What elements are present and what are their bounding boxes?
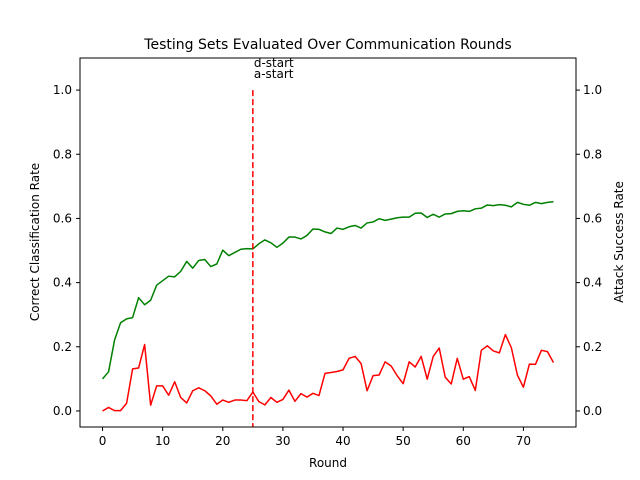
y-right-tick-label: 0.6 xyxy=(583,211,602,225)
x-tick-label: 70 xyxy=(516,434,531,448)
x-tick-label: 40 xyxy=(335,434,350,448)
x-tick-label: 30 xyxy=(275,434,290,448)
y-right-tick-label: 0.4 xyxy=(583,276,602,290)
y-right-tick-label: 0.2 xyxy=(583,340,602,354)
series-line-right xyxy=(102,333,555,412)
y-left-tick-label: 0.8 xyxy=(53,147,72,161)
marker-label-a-start: a-start xyxy=(254,67,294,81)
axes-frame xyxy=(79,57,577,428)
marker-label-d-start: d-start xyxy=(254,56,294,70)
y-axis-right-label: Attack Success Rate xyxy=(612,181,626,303)
y-axis-left-label: Correct Classification Rate xyxy=(28,163,42,321)
series-line-left xyxy=(101,201,554,380)
x-tick-label: 10 xyxy=(155,434,170,448)
y-left-tick-label: 0.2 xyxy=(53,340,72,354)
x-axis-label: Round xyxy=(309,456,347,470)
y-left-tick-label: 1.0 xyxy=(53,83,72,97)
y-left-tick-label: 0.0 xyxy=(53,404,72,418)
x-tick-label: 60 xyxy=(456,434,471,448)
x-tick-label: 20 xyxy=(215,434,230,448)
y-right-tick-label: 0.0 xyxy=(583,404,602,418)
x-tick-label: 0 xyxy=(99,434,107,448)
y-right-tick-label: 1.0 xyxy=(583,83,602,97)
x-tick-label: 50 xyxy=(396,434,411,448)
y-right-tick-label: 0.8 xyxy=(583,147,602,161)
y-left-tick-label: 0.6 xyxy=(53,211,72,225)
y-left-tick-label: 0.4 xyxy=(53,276,72,290)
chart-title: Testing Sets Evaluated Over Communicatio… xyxy=(143,37,511,53)
